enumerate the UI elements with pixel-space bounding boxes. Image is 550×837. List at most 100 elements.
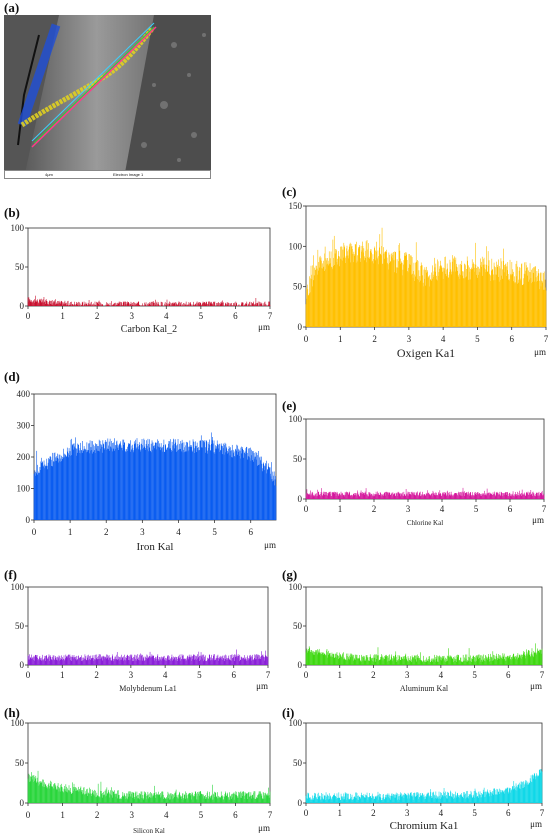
series-b — [27, 295, 271, 306]
x-tick-label: 4 — [439, 808, 444, 818]
series-e — [305, 487, 545, 499]
x-unit-label: μm — [258, 322, 270, 332]
y-tick-label: 0 — [20, 660, 25, 670]
x-tick-label: 6 — [233, 311, 238, 321]
x-tick-label: 1 — [337, 808, 342, 818]
panel-letter-b: (b) — [4, 205, 20, 220]
y-tick-label: 0 — [298, 322, 303, 332]
x-tick-label: 5 — [474, 504, 479, 514]
y-tick-label: 0 — [298, 494, 303, 504]
x-tick-label: 0 — [26, 810, 31, 820]
chart-svg-h: 0 50 100 0 1 2 3 4 5 6 7 μm Silicon Kal — [11, 718, 273, 835]
chart-silicon: 0 50 100 0 1 2 3 4 5 6 7 μm Silicon Kal — [0, 718, 273, 836]
x-tick-label: 1 — [60, 311, 65, 321]
series-g — [305, 643, 543, 665]
x-tick-label: 3 — [129, 810, 134, 820]
x-tick-label: 1 — [68, 527, 73, 537]
x-tick-label: 4 — [176, 527, 181, 537]
y-tick-label: 50 — [293, 621, 303, 631]
y-tick-label: 100 — [11, 718, 25, 728]
x-tick-label: 0 — [304, 670, 309, 680]
y-tick-label: 0 — [20, 301, 25, 311]
x-tick-label: 4 — [440, 504, 445, 514]
x-tick-label: 6 — [248, 527, 253, 537]
x-tick-label: 6 — [506, 670, 511, 680]
chart-aluminum: 0 50 100 0 1 2 3 4 5 6 7 μm Aluminum Kal — [278, 582, 550, 702]
plot-frame — [27, 586, 269, 666]
x-tick-label: 2 — [95, 311, 100, 321]
chart-chlorine: 0 50 100 0 1 2 3 4 5 6 7 μm Chlorine Kal — [278, 413, 550, 533]
x-unit-label: μm — [532, 515, 544, 525]
x-tick-label: 0 — [304, 504, 309, 514]
panel-letter-d: (d) — [4, 369, 20, 384]
series-c — [305, 227, 547, 327]
chart-svg-e: 0 50 100 0 1 2 3 4 5 6 7μm Chlorine Kal — [289, 414, 547, 527]
y-tick-label: 100 — [289, 241, 303, 251]
x-tick-label: 5 — [472, 670, 477, 680]
y-tick-label: 100 — [289, 718, 303, 728]
chart-molybdenum: 0 50 100 0 1 2 3 4 5 6 7 μm Molybdenum La1 — [0, 582, 272, 702]
y-tick-label: 50 — [293, 454, 303, 464]
x-tick-label: 3 — [140, 527, 145, 537]
x-tick-label: 6 — [509, 334, 514, 344]
x-tick-label: 3 — [129, 311, 134, 321]
x-tick-label: 7 — [544, 334, 549, 344]
x-tick-label: 3 — [405, 670, 410, 680]
x-tick-label: 0 — [304, 334, 309, 344]
chart-iron: 0 100 200 300 400 0 1 2 3 4 5 6 μm Iron Kal — [0, 385, 277, 555]
x-tick-label: 7 — [542, 504, 547, 514]
series-d — [33, 432, 277, 520]
panel-letter-i: (i) — [282, 705, 295, 720]
x-tick-label: 6 — [506, 808, 511, 818]
x-tick-label: 5 — [197, 670, 202, 680]
x-tick-label: 1 — [60, 670, 65, 680]
sem-image-label: Electron Image 1 — [113, 172, 144, 177]
y-tick-label: 50 — [293, 758, 303, 768]
series-f — [27, 649, 269, 665]
y-tick-label: 100 — [11, 223, 25, 233]
y-tick-label: 0 — [26, 515, 31, 525]
x-tick-label: 2 — [372, 504, 377, 514]
y-tick-label: 150 — [289, 201, 303, 211]
x-tick-label: 6 — [508, 504, 513, 514]
chart-svg-c: 0 50 100 150 0 1 2 3 4 5 6 7 μm Oxigen Ka1 — [289, 201, 549, 360]
chart-svg-b: 0 50 100 0 1 2 3 4 5 6 7μm Carbon Kal_2 — [11, 223, 273, 335]
x-unit-label: μm — [256, 681, 268, 691]
x-tick-label: 7 — [268, 311, 273, 321]
x-tick-label: 4 — [164, 311, 169, 321]
x-tick-label: 1 — [338, 334, 343, 344]
chart-oxygen: 0 50 100 150 0 1 2 3 4 5 6 7 μm Oxigen Ka1 — [278, 200, 550, 360]
sem-micrograph — [4, 15, 211, 178]
y-tick-label: 50 — [15, 758, 25, 768]
panel-letter-c: (c) — [282, 184, 297, 199]
x-tick-label: 0 — [26, 311, 31, 321]
x-tick-label: 4 — [164, 810, 169, 820]
x-axis-label: Chlorine Kal — [407, 519, 443, 527]
x-tick-label: 2 — [104, 527, 109, 537]
series-h — [27, 770, 271, 803]
x-tick-label: 6 — [231, 670, 236, 680]
panel-letter-a: (a) — [4, 0, 20, 15]
x-tick-label: 5 — [199, 311, 204, 321]
y-tick-label: 100 — [289, 414, 303, 424]
x-tick-label: 7 — [540, 808, 545, 818]
y-tick-label: 100 — [17, 484, 31, 494]
x-tick-label: 1 — [338, 504, 343, 514]
blue-trace — [17, 23, 61, 127]
y-tick-label: 100 — [289, 582, 303, 592]
x-unit-label: μm — [264, 540, 276, 550]
x-tick-label: 3 — [405, 808, 410, 818]
x-unit-label: μm — [530, 681, 542, 691]
x-axis-label: Iron Kal — [137, 541, 174, 553]
chart-svg-d: 0 100 200 300 400 0 1 2 3 4 5 6 μm Iron Kal — [17, 389, 277, 553]
x-tick-label: 1 — [337, 670, 342, 680]
y-tick-label: 0 — [298, 660, 303, 670]
chart-svg-g: 0 50 100 0 1 2 3 4 5 6 7μm Aluminum Kal — [289, 582, 545, 693]
x-tick-label: 4 — [439, 670, 444, 680]
plot-frame — [305, 418, 545, 500]
x-tick-label: 1 — [60, 810, 65, 820]
chart-svg-f: 0 50 100 0 1 2 3 4 5 6 7μm Molybdenum La1 — [11, 582, 271, 693]
x-tick-label: 6 — [233, 810, 238, 820]
sem-info-bar: 4μm Electron Image 1 — [4, 170, 211, 179]
chart-chromium: 0 50 100 0 1 2 3 4 5 6 7 μm Chromium Ka1 — [278, 718, 550, 836]
